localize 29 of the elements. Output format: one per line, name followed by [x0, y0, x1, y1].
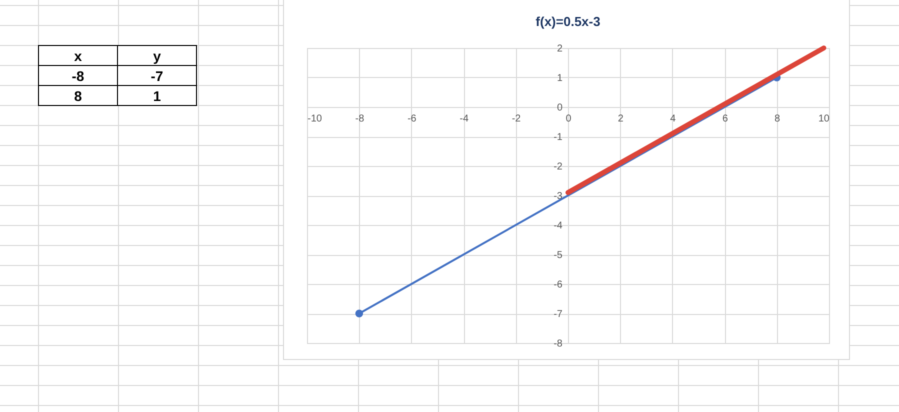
x-tick-label: 6 — [722, 114, 728, 124]
text: -7 — [118, 66, 196, 86]
y-tick-label: 2 — [556, 44, 563, 54]
text: -8 — [38, 66, 118, 86]
x-tick-label: -2 — [512, 114, 522, 124]
y-tick-label: -7 — [554, 309, 563, 320]
x-tick-label: 0 — [566, 114, 572, 124]
text: x — [38, 46, 118, 66]
chart-title: f(x)=0.5x-3 — [536, 14, 600, 29]
x-tick-label: 4 — [670, 114, 676, 124]
x-tick-label: 8 — [774, 114, 781, 124]
text: y — [118, 46, 196, 66]
y-tick-label: -2 — [554, 162, 563, 172]
x-tick-label: -4 — [460, 114, 469, 124]
text: 8 — [38, 86, 118, 106]
y-tick-label: -1 — [554, 132, 563, 143]
x-tick-label: -8 — [355, 114, 365, 124]
y-tick-label: 1 — [556, 73, 563, 84]
y-tick-label: -8 — [554, 338, 563, 350]
y-tick-label: 0 — [556, 102, 563, 114]
x-tick-label: 10 — [818, 114, 830, 124]
y-tick-label: -4 — [554, 220, 563, 232]
x-tick-label: 2 — [618, 114, 624, 124]
y-tick-label: -3 — [554, 191, 563, 202]
text: 1 — [118, 86, 196, 106]
x-tick-label: -10 — [308, 114, 322, 124]
x-tick-label: -6 — [407, 114, 417, 124]
y-tick-label: -5 — [554, 250, 563, 261]
y-tick-label: -6 — [554, 280, 563, 290]
